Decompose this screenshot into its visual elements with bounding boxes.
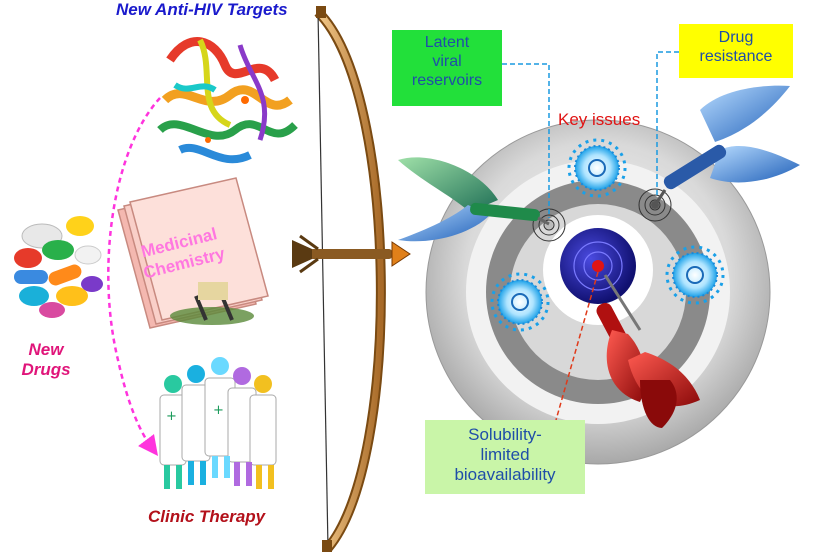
workflow-arc — [107, 97, 161, 457]
dart-icon — [398, 157, 550, 242]
dart-icon — [653, 85, 800, 206]
folder-icon — [117, 177, 269, 329]
connector-lines — [502, 51, 679, 421]
protein-structure-icon — [157, 37, 298, 164]
title-targets: New Anti-HIV Targets — [116, 0, 288, 19]
title-new-drugs-line: New — [28, 340, 64, 359]
solubility-box: Solubility- limited bioavailability — [425, 420, 585, 494]
solubility-line: limited — [480, 445, 530, 464]
title-clinic-therapy: Clinic Therapy — [148, 507, 266, 526]
svg-text:+: + — [166, 409, 177, 424]
latent-line: viral — [432, 53, 462, 70]
solubility-line: Solubility- — [468, 425, 542, 444]
latent-reservoirs-box: Latent viral reservoirs — [392, 30, 502, 106]
bow-icon — [314, 6, 386, 552]
title-new-drugs-line: Drugs — [21, 360, 71, 379]
svg-text:+: + — [213, 403, 224, 418]
pills-icon — [14, 216, 103, 318]
dart-icon — [596, 274, 700, 428]
title-new-drugs: New Drugs — [14, 340, 78, 380]
arrow-icon — [292, 234, 411, 274]
resistance-line: resistance — [699, 48, 773, 65]
latent-line: reservoirs — [411, 72, 483, 89]
key-issues-label: Key issues — [558, 110, 641, 129]
solubility-line: bioavailability — [454, 465, 556, 484]
resistance-line: Drug — [718, 29, 754, 46]
virus-icon — [490, 138, 725, 332]
doctors-icon: + + — [159, 357, 277, 489]
latent-line: Latent — [424, 34, 470, 51]
drug-resistance-box: Drug resistance — [679, 24, 793, 78]
